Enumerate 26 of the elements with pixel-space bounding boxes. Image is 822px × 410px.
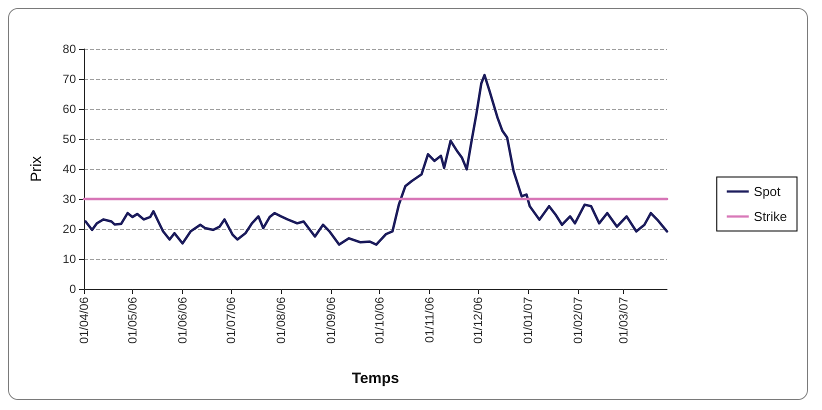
y-tick-label: 50 [62,132,76,146]
x-axis-title: Temps [352,370,400,387]
y-tick-label: 60 [62,102,76,116]
y-axis-title: Prix [28,156,45,182]
y-tick-label: 40 [62,162,76,176]
y-tick-label: 30 [62,192,76,206]
x-tick-label: 01/03/07 [616,296,630,344]
line-series [84,74,668,246]
y-tick-label: 20 [62,222,76,236]
x-tick-label: 01/10/06 [372,296,387,344]
legend-label: Spot [754,184,781,199]
x-tick-label: 01/01/07 [521,296,536,344]
y-tick-label: 80 [62,42,76,56]
x-tick-label: 01/08/06 [274,296,288,344]
x-tick-label: 01/09/06 [324,296,338,344]
x-tick-label: 01/04/06 [77,296,91,344]
x-tick-label: 01/07/06 [224,296,238,344]
y-tick-label: 0 [69,282,76,296]
x-tick-label: 01/12/06 [471,296,486,344]
x-tick-label: 01/05/06 [125,296,140,344]
y-tick-label: 70 [62,72,76,86]
y-tick-label: 10 [62,252,76,266]
x-tick-label: 01/06/06 [176,296,190,344]
x-tick-label: 01/11/06 [422,296,437,343]
x-tick-label: 01/02/07 [571,296,586,344]
legend-label: Strike [754,209,788,224]
